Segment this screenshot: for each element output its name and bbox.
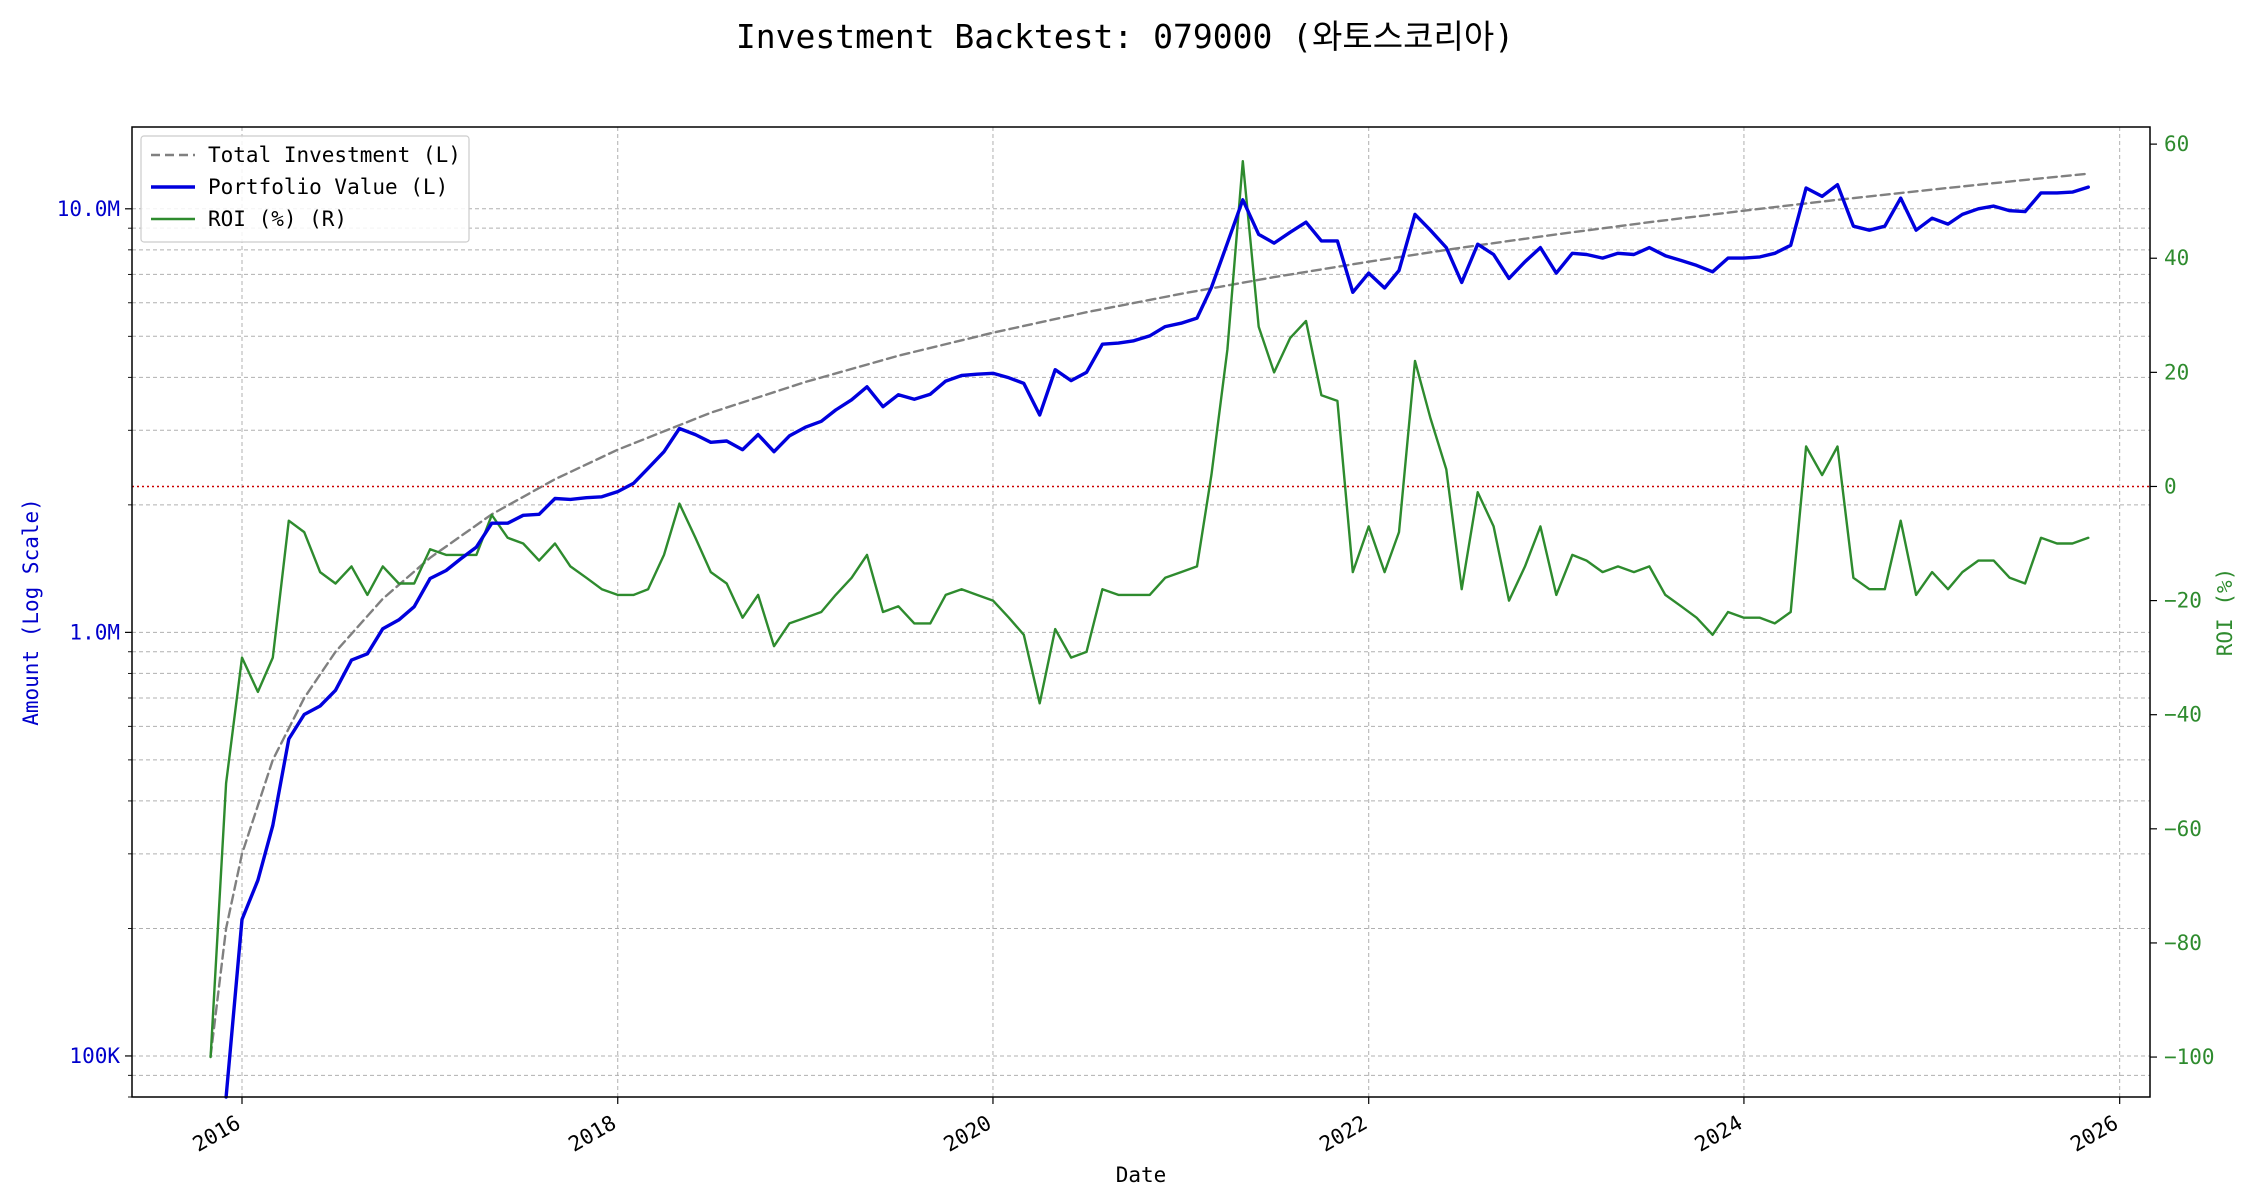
right-tick-label: −20 xyxy=(2164,589,2202,613)
right-y-axis: 60 40 20 0 −20 −40 −60 −80 −100 xyxy=(2150,132,2215,1069)
x-tick-label: 2024 xyxy=(1691,1111,1747,1157)
legend-label-roi: ROI (%) (R) xyxy=(208,207,347,231)
legend-frame xyxy=(140,135,470,243)
right-tick-label: 20 xyxy=(2164,360,2189,384)
legend: Total Investment (L) Portfolio Value (L)… xyxy=(140,135,470,243)
x-tick-label: 2022 xyxy=(1315,1111,1371,1157)
x-tick-label: 2018 xyxy=(564,1111,620,1157)
series-roi xyxy=(209,159,2090,1059)
right-tick-label: −40 xyxy=(2164,703,2202,727)
x-axis: 2016 2018 2020 2022 2024 2026 xyxy=(189,1097,2122,1157)
series-portfolio-value xyxy=(224,182,2091,1099)
legend-label-total-investment: Total Investment (L) xyxy=(208,143,461,167)
legend-label-portfolio-value: Portfolio Value (L) xyxy=(208,175,448,199)
x-axis-label: Date xyxy=(1116,1163,1167,1187)
grid-lines xyxy=(132,127,2150,1098)
right-tick-label: 40 xyxy=(2164,246,2189,270)
right-y-axis-label: ROI (%) xyxy=(2213,568,2237,657)
right-tick-label: −80 xyxy=(2164,931,2202,955)
x-tick-label: 2020 xyxy=(940,1111,996,1157)
right-tick-label: 0 xyxy=(2164,474,2177,498)
chart-title: Investment Backtest: 079000 (와토스코리아) xyxy=(736,17,1514,56)
series-total-investment xyxy=(209,172,2090,1058)
left-y-axis-label: Amount (Log Scale) xyxy=(19,498,43,726)
left-tick-label: 10.0M xyxy=(57,197,120,221)
left-tick-label: 1.0M xyxy=(69,620,120,644)
series-lines xyxy=(209,159,2091,1099)
left-tick-label: 100K xyxy=(69,1044,120,1068)
x-tick-label: 2026 xyxy=(2066,1111,2122,1157)
right-tick-label: 60 xyxy=(2164,132,2189,156)
left-y-axis: 100K 1.0M 10.0M xyxy=(57,197,132,1098)
x-tick-label: 2016 xyxy=(189,1111,245,1157)
right-tick-label: −60 xyxy=(2164,817,2202,841)
right-tick-label: −100 xyxy=(2164,1045,2215,1069)
plot-frame xyxy=(131,126,2151,1098)
